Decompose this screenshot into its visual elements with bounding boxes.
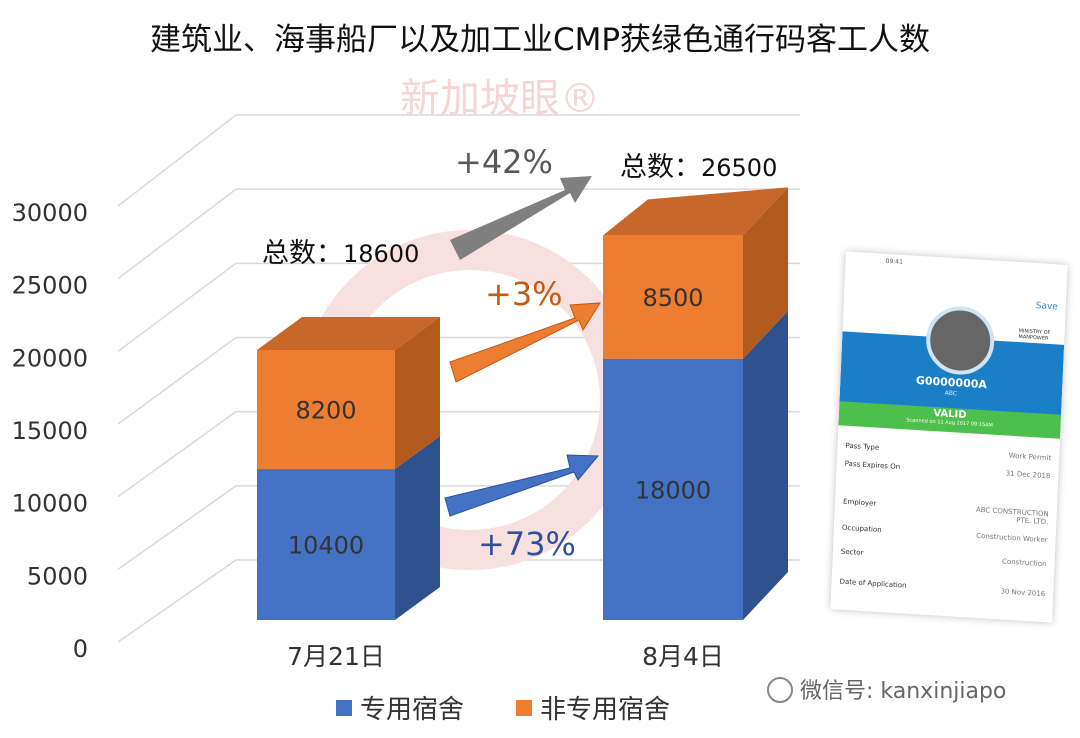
legend-swatch-non-dedicated <box>516 700 532 716</box>
card-row-key: Sector <box>840 547 864 557</box>
gridline-side <box>117 559 237 643</box>
card-row-value: Construction Worker <box>976 531 1048 545</box>
card-row-value: ABC CONSTRUCTION PTE. LTD. <box>975 505 1049 527</box>
gridline-side <box>117 336 237 425</box>
wechat-id: 微信号: kanxinjiapo <box>800 679 1006 704</box>
card-row-key: Employer <box>842 497 877 508</box>
legend-label-non-dedicated: 非专用宿舍 <box>540 695 670 725</box>
card-row-key: Date of Application <box>839 577 907 590</box>
bar-side <box>743 187 788 359</box>
y-tick-label: 10000 <box>12 490 88 518</box>
card-row-value: Work Permit <box>1008 451 1052 463</box>
gridline-side <box>117 411 237 498</box>
legend-swatch-dedicated <box>336 700 352 716</box>
blue-arrow <box>444 454 600 517</box>
card-row-key: Occupation <box>841 523 882 535</box>
y-tick-label: 15000 <box>12 417 88 445</box>
card-row-value: Construction <box>1001 557 1047 569</box>
save-button: Save <box>1035 301 1058 313</box>
card-row-key: Pass Type <box>845 441 880 452</box>
data-label: 18000 <box>635 476 711 504</box>
card-row-value: 31 Dec 2018 <box>1005 469 1051 481</box>
total-label-2: 总数：26500 <box>620 152 777 183</box>
bar-segment <box>257 469 395 620</box>
card-row: Pass Type Work Permit <box>845 442 1051 463</box>
gridline-side <box>117 114 237 207</box>
y-tick-label: 0 <box>73 635 88 663</box>
x-tick-label: 8月4日 <box>642 642 724 671</box>
ministry-logo: MINISTRY OF MANPOWER <box>1018 328 1051 342</box>
bar-segment <box>603 235 743 359</box>
card-row: Date of Application 30 Nov 2016 <box>839 578 1045 599</box>
card-row-value: 30 Nov 2016 <box>1000 587 1046 599</box>
y-tick-label: 30000 <box>12 199 88 227</box>
gridline-side <box>117 188 237 280</box>
bar-side <box>395 436 440 620</box>
gridline-side <box>117 262 237 352</box>
bar-segment <box>603 358 743 620</box>
annotation-dedicated-change: +73% <box>478 525 576 563</box>
data-label: 10400 <box>288 532 364 560</box>
legend: 专用宿舍 非专用宿舍 <box>336 695 670 725</box>
wechat-icon <box>767 677 793 703</box>
card-row: Occupation Construction Worker <box>842 524 1048 545</box>
card-row: Pass Expires On 31 Dec 2018 <box>845 460 1051 481</box>
watermark: 新加坡眼® <box>400 76 600 122</box>
annotation-non-dedicated-change: +3% <box>485 275 563 313</box>
x-tick-label: 7月21日 <box>287 642 385 671</box>
y-tick-label: 5000 <box>27 562 88 590</box>
bar-side <box>743 310 788 620</box>
gray-arrow <box>450 176 592 260</box>
bar-segment <box>257 350 395 470</box>
y-tick-label: 25000 <box>12 272 88 300</box>
data-label: 8500 <box>642 284 703 312</box>
chart-title: 建筑业、海事船厂以及加工业CMP获绿色通行码客工人数 <box>150 22 930 58</box>
data-label: 8200 <box>295 397 356 425</box>
bar-top <box>603 187 788 236</box>
work-pass-card-image: 09:41 Save MINISTRY OF MANPOWER G0000000… <box>830 251 1068 623</box>
annotation-total-change: +42% <box>455 143 553 181</box>
bar-top <box>257 317 440 350</box>
y-tick-label: 20000 <box>12 344 88 372</box>
gridline-side <box>117 485 237 570</box>
total-label-1: 总数：18600 <box>262 238 419 269</box>
legend-label-dedicated: 专用宿舍 <box>360 695 464 725</box>
card-row-key: Pass Expires On <box>844 459 901 472</box>
orange-arrow <box>449 302 601 383</box>
card-row: Employer ABC CONSTRUCTION PTE. LTD. <box>843 498 1049 527</box>
bar-side <box>395 317 440 470</box>
card-time: 09:41 <box>885 257 904 266</box>
card-row: Sector Construction <box>841 548 1047 569</box>
